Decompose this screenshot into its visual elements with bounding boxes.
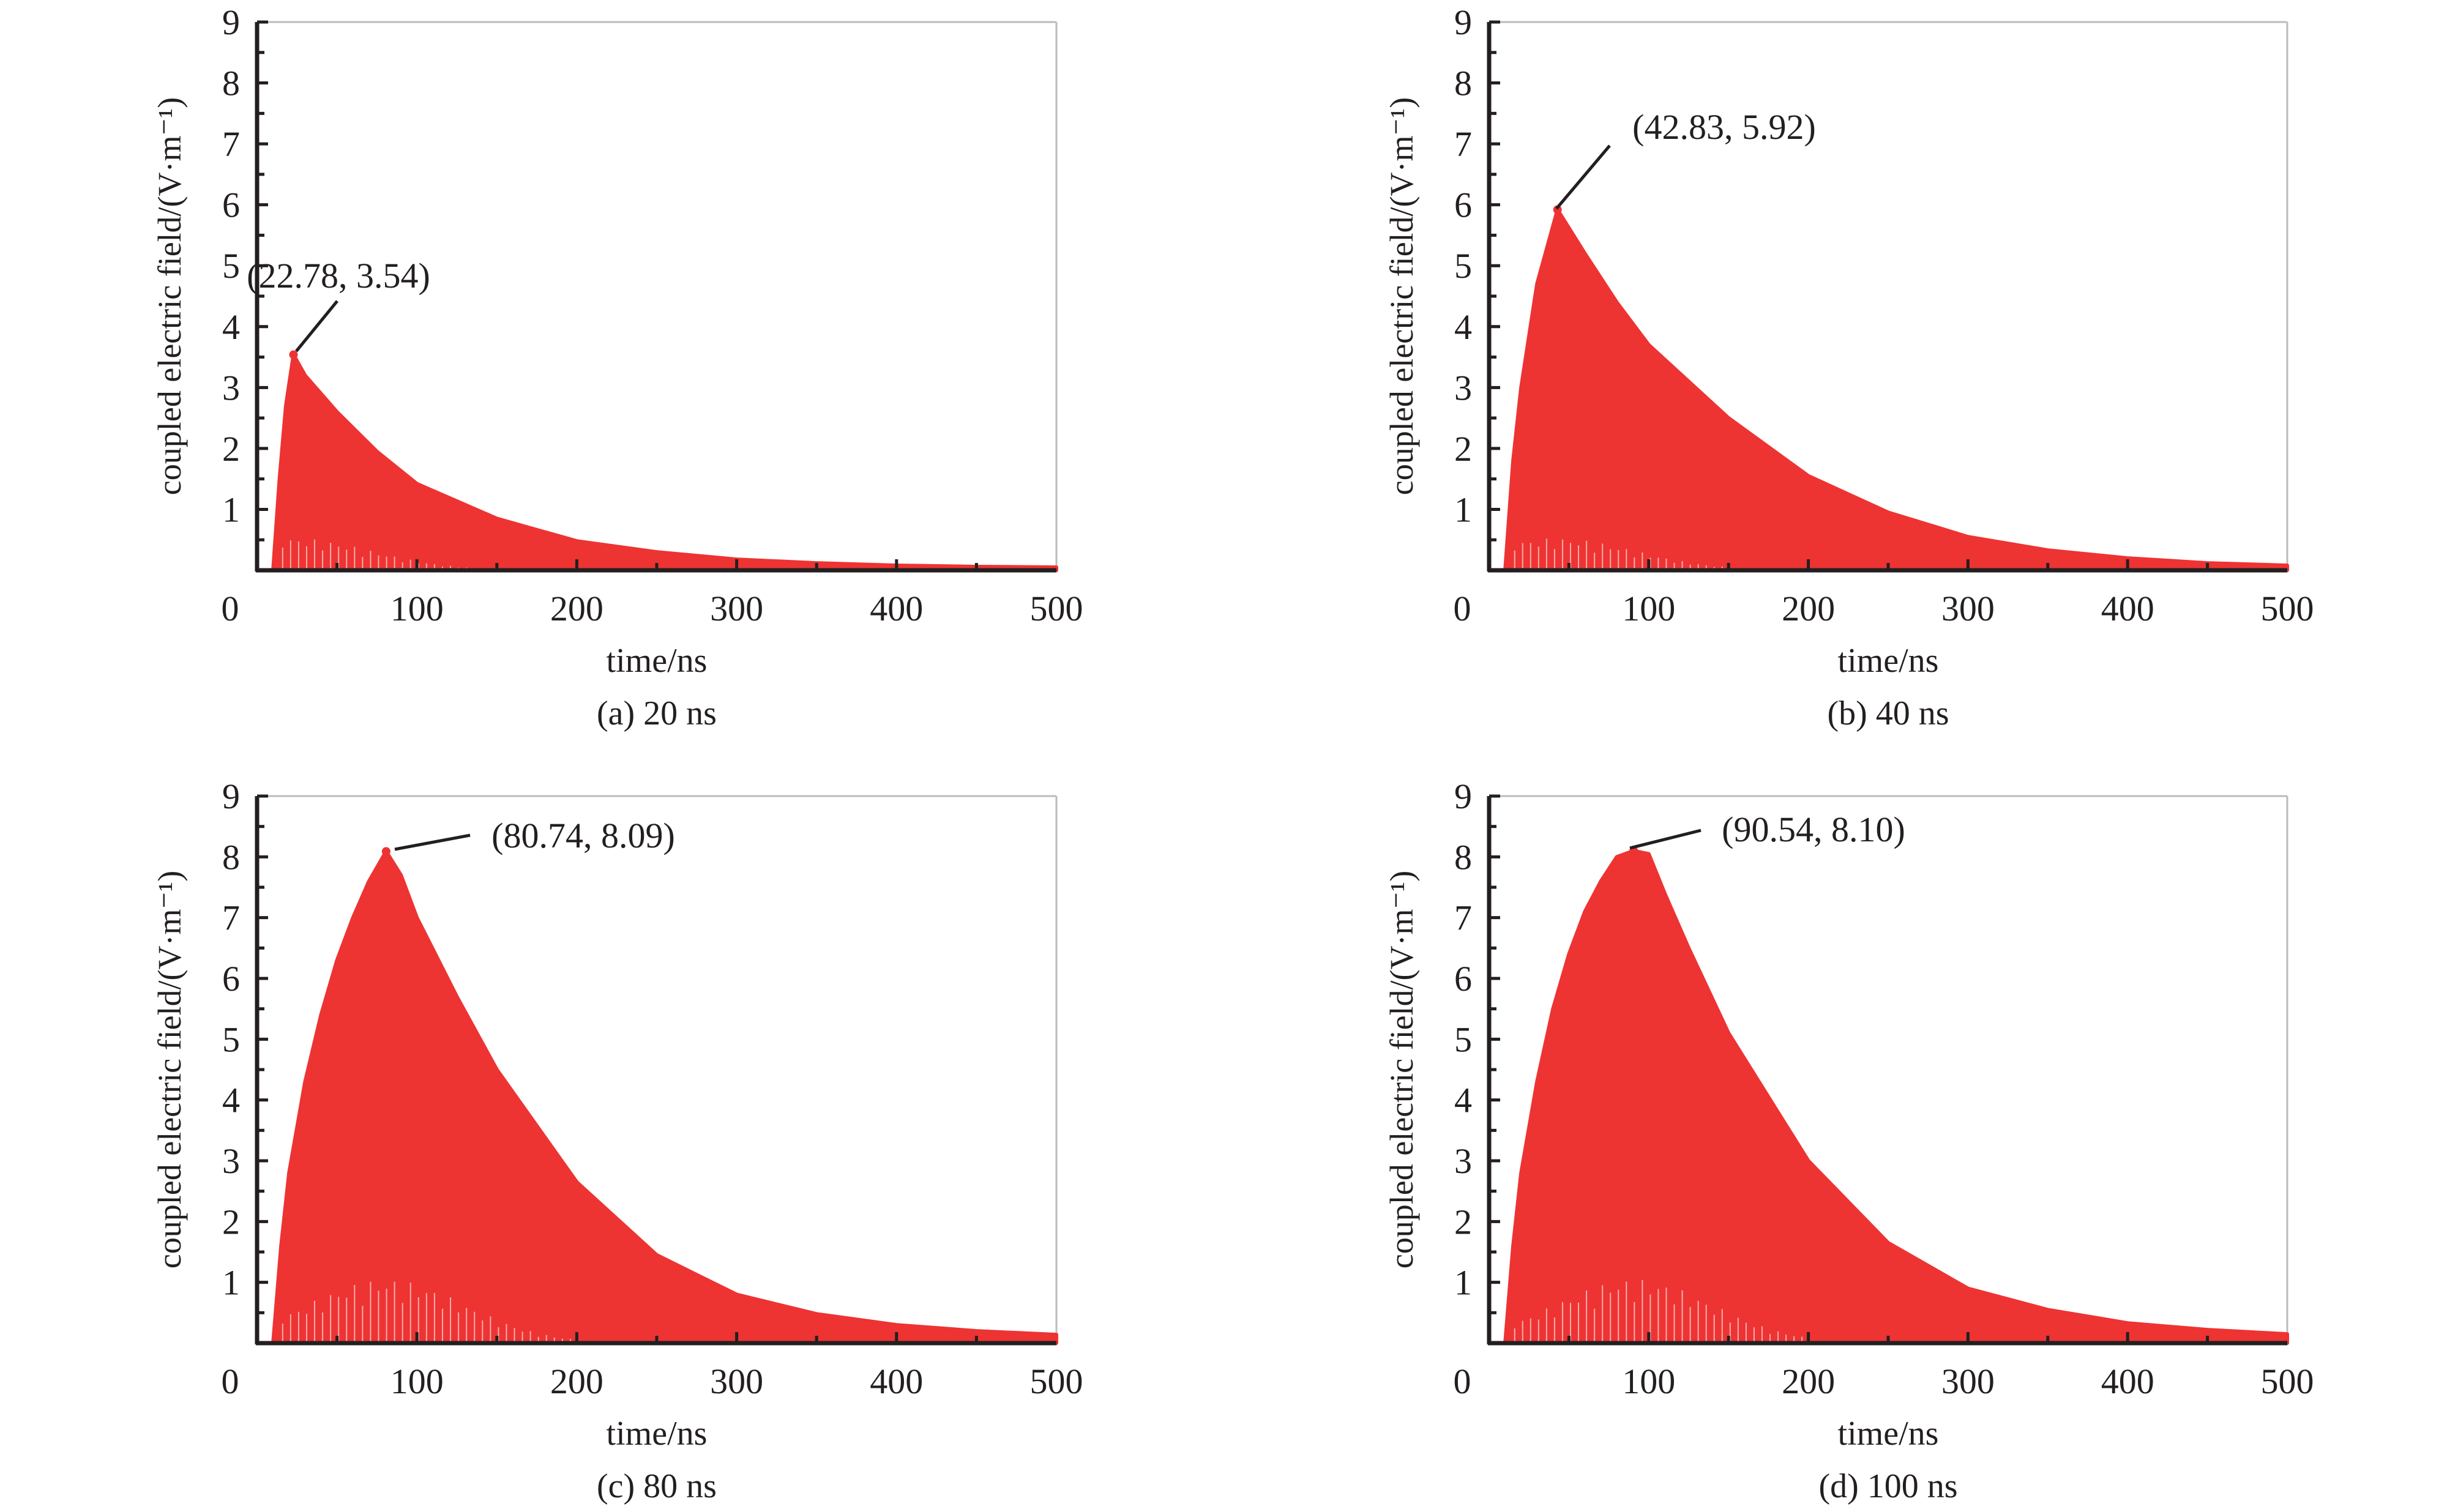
peak-leader-line (394, 833, 471, 851)
peak-annotation: (22.78, 3.54) (247, 256, 430, 296)
y-tick-label: 4 (1454, 1081, 1472, 1120)
y-tick-label: 6 (1454, 959, 1472, 999)
x-tick-label: 200 (1782, 589, 1835, 628)
y-tick-label: 7 (222, 124, 240, 164)
x-tick-label: 100 (1622, 589, 1675, 628)
y-tick-label: 2 (222, 1202, 240, 1242)
x-tick-label: 400 (870, 589, 923, 628)
y-axis-label: coupled electric field/(V·m⁻¹) (1383, 871, 1420, 1268)
peak-leader-line (295, 300, 338, 352)
y-tick-label: 7 (1454, 124, 1472, 164)
signal-envelope-area (1503, 849, 2289, 1345)
y-tick-label: 3 (1454, 1141, 1472, 1181)
y-tick-label: 1 (222, 490, 240, 529)
x-tick-label: 300 (710, 1361, 763, 1401)
peak-leader-line (1555, 144, 1611, 210)
y-tick-label: 5 (1454, 1019, 1472, 1059)
y-tick-label: 1 (222, 1263, 240, 1303)
y-tick-label: 1 (1454, 1263, 1472, 1303)
signal-envelope-area (1503, 207, 2289, 572)
peak-leader-line (1629, 829, 1702, 850)
x-tick-label: 100 (1622, 1361, 1675, 1401)
y-tick-label: 9 (1454, 776, 1472, 816)
peak-marker (289, 350, 298, 359)
y-tick-label: 6 (1454, 185, 1472, 225)
panel-caption: (c) 80 ns (597, 1467, 717, 1505)
y-tick-label: 4 (222, 307, 240, 347)
x-axis-label: time/ns (1838, 1415, 1939, 1453)
x-tick-label: 100 (390, 1361, 444, 1401)
y-axis-label: coupled electric field/(V·m⁻¹) (151, 871, 188, 1268)
y-tick-label: 3 (222, 368, 240, 408)
peak-annotation: (42.83, 5.92) (1632, 107, 1816, 147)
y-tick-label: 9 (1454, 2, 1472, 42)
x-tick-label: 0 (222, 589, 239, 628)
y-tick-label: 8 (222, 837, 240, 877)
x-tick-label: 500 (2261, 1361, 2314, 1401)
x-tick-label: 400 (2101, 1361, 2154, 1401)
x-tick-label: 500 (2261, 589, 2314, 628)
y-tick-label: 5 (222, 1019, 240, 1059)
y-tick-label: 2 (1454, 429, 1472, 469)
x-tick-label: 500 (1030, 1361, 1083, 1401)
y-tick-label: 9 (222, 2, 240, 42)
chart-panel-2: 1 2 3 4 5 6 7 8 9 0 100 200 300 400 500 time/ns coupled … (151, 776, 1083, 1505)
y-tick-label: 8 (1454, 837, 1472, 877)
peak-annotation: (90.54, 8.10) (1722, 810, 1905, 849)
x-tick-label: 300 (1941, 589, 1995, 628)
y-tick-label: 5 (1454, 246, 1472, 286)
y-tick-label: 7 (1454, 898, 1472, 938)
y-tick-label: 8 (1454, 64, 1472, 103)
y-tick-label: 4 (222, 1081, 240, 1120)
x-axis-label: time/ns (607, 1415, 708, 1453)
y-tick-label: 6 (222, 185, 240, 225)
peak-marker (381, 847, 390, 856)
y-tick-label: 1 (1454, 490, 1472, 529)
y-tick-label: 3 (1454, 368, 1472, 408)
y-axis-label: coupled electric field/(V·m⁻¹) (151, 97, 188, 495)
x-axis-label: time/ns (607, 642, 708, 680)
x-tick-label: 200 (1782, 1361, 1835, 1401)
peak-marker (1553, 205, 1562, 214)
chart-panel-1: 1 2 3 4 5 6 7 8 9 0 100 200 300 400 500 time/ns coupled … (1383, 2, 2314, 732)
x-tick-label: 0 (222, 1361, 239, 1401)
x-tick-label: 300 (710, 589, 763, 628)
chart-panel-3: 1 2 3 4 5 6 7 8 9 0 100 200 300 400 500 time/ns coupled … (1383, 776, 2314, 1505)
y-tick-label: 8 (222, 64, 240, 103)
peak-annotation: (80.74, 8.09) (491, 816, 675, 855)
x-tick-label: 300 (1941, 1361, 1995, 1401)
y-axis-label: coupled electric field/(V·m⁻¹) (1383, 97, 1420, 495)
y-tick-label: 2 (1454, 1202, 1472, 1242)
panel-caption: (d) 100 ns (1818, 1467, 1957, 1505)
x-tick-label: 200 (550, 1361, 603, 1401)
x-tick-label: 500 (1030, 589, 1083, 628)
x-tick-label: 400 (2101, 589, 2154, 628)
y-tick-label: 4 (1454, 307, 1472, 347)
signal-envelope-area (271, 849, 1058, 1345)
x-tick-label: 0 (1454, 589, 1471, 628)
panel-caption: (b) 40 ns (1827, 695, 1949, 732)
x-tick-label: 0 (1454, 1361, 1471, 1401)
y-tick-label: 7 (222, 898, 240, 938)
y-tick-label: 9 (222, 776, 240, 816)
y-tick-label: 2 (222, 429, 240, 469)
y-tick-label: 5 (222, 246, 240, 286)
signal-envelope-area (271, 352, 1058, 572)
chart-panel-0: 1 2 3 4 5 6 7 8 9 0 100 200 300 400 500 time/ns coupled … (151, 2, 1083, 732)
x-tick-label: 400 (870, 1361, 923, 1401)
x-axis-label: time/ns (1838, 642, 1939, 680)
y-tick-label: 6 (222, 959, 240, 999)
x-tick-label: 100 (390, 589, 444, 628)
panel-caption: (a) 20 ns (597, 695, 717, 732)
x-tick-label: 200 (550, 589, 603, 628)
y-tick-label: 3 (222, 1141, 240, 1181)
